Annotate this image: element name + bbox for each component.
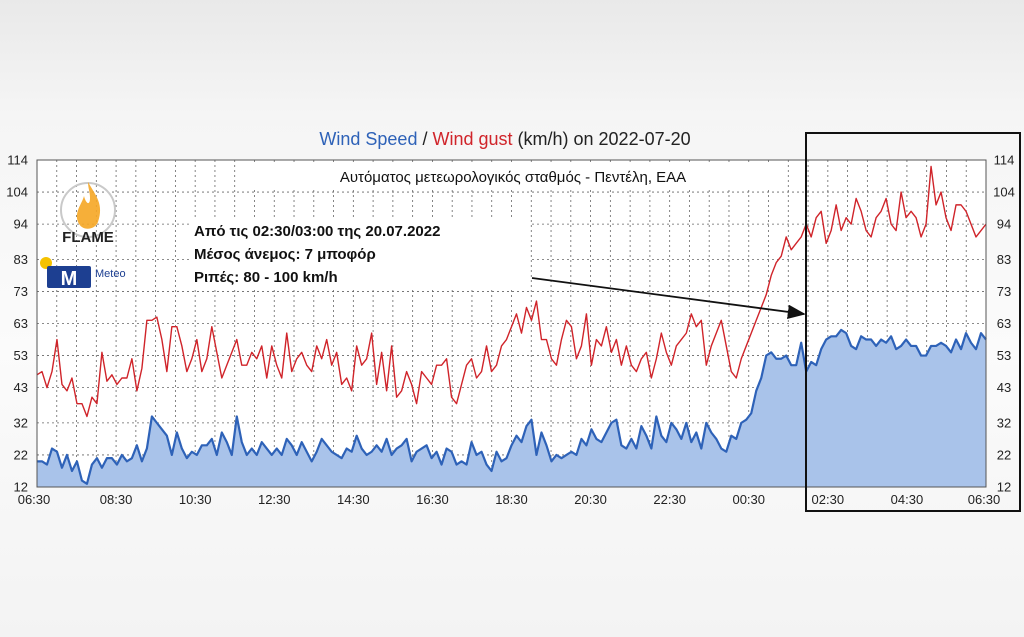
x-tick-label: 06:30	[18, 492, 51, 507]
x-tick-label: 18:30	[495, 492, 528, 507]
y-tick-label-right: 114	[994, 153, 1015, 168]
wind-speed-area	[37, 329, 986, 487]
x-tick-label: 04:30	[891, 492, 924, 507]
meteo-logo-m-letter: M	[61, 268, 78, 290]
y-tick-label-left: 94	[14, 217, 28, 232]
wind-gust-line	[36, 165, 987, 418]
y-tick-label-right: 104	[993, 185, 1015, 200]
x-tick-label: 12:30	[258, 492, 291, 507]
y-tick-label-right: 73	[997, 284, 1011, 299]
annotation-line-3: Ριπές: 80 - 100 km/h	[194, 269, 338, 286]
y-axis-right: 12 22 32 43 53 63 73 83 94 104 114	[993, 153, 1015, 495]
flame-logo-flame-icon	[76, 182, 101, 229]
annotation-line-2: Μέσος άνεμος: 7 μποφόρ	[194, 246, 376, 263]
y-tick-label-left: 43	[14, 380, 28, 395]
meteo-logo-m-block	[47, 266, 91, 288]
y-tick-label-left: 32	[14, 415, 28, 430]
y-tick-label-left: 104	[6, 185, 28, 200]
x-tick-label: 20:30	[574, 492, 607, 507]
subtitle-backing	[245, 164, 785, 190]
y-tick-label-right: 32	[997, 415, 1011, 430]
y-tick-label-right: 43	[997, 380, 1011, 395]
title-units-date: (km/h) on 2022-07-20	[513, 129, 691, 149]
annotation-arrow	[531, 277, 806, 320]
y-tick-label-right: 63	[997, 316, 1011, 331]
y-tick-label-right: 12	[997, 480, 1011, 495]
series-layer	[36, 165, 987, 487]
title-wind-gust: Wind gust	[432, 129, 512, 149]
meteo-logo-text: Meteo	[95, 268, 126, 280]
y-tick-label-right: 53	[997, 348, 1011, 363]
x-tick-label: 14:30	[337, 492, 370, 507]
title-separator: /	[417, 129, 432, 149]
chart-subtitle: Αυτόματος μετεωρολογικός σταθμός - Πεντέ…	[340, 169, 686, 186]
y-tick-label-left: 83	[14, 252, 28, 267]
wind-speed-line	[37, 328, 987, 485]
y-tick-label-left: 12	[14, 480, 28, 495]
y-tick-label-left: 114	[7, 153, 28, 168]
chart-title: Wind Speed / Wind gust (km/h) on 2022-07…	[319, 129, 690, 149]
y-axis-left: 12 22 32 43 53 63 73 83 94 104 114	[6, 153, 28, 495]
annotation-backing	[190, 218, 530, 288]
x-tick-label: 16:30	[416, 492, 449, 507]
y-tick-label-left: 22	[14, 447, 28, 462]
x-tick-label: 02:30	[812, 492, 845, 507]
title-wind-speed: Wind Speed	[319, 129, 417, 149]
y-tick-label-right: 22	[997, 447, 1011, 462]
x-axis: 06:30 08:30 10:30 12:30 14:30 16:30 18:30 20:30…	[18, 492, 1001, 507]
x-tick-label: 08:30	[100, 492, 133, 507]
x-tick-label: 10:30	[179, 492, 212, 507]
highlight-box	[805, 132, 1021, 512]
flame-logo-text: FLAME	[62, 229, 114, 246]
plot-border	[36, 159, 987, 488]
y-tick-label-right: 83	[997, 252, 1011, 267]
flame-logo-ring	[60, 182, 116, 238]
x-tick-label: 06:30	[968, 492, 1001, 507]
y-tick-label-right: 94	[997, 217, 1011, 232]
x-tick-label: 00:30	[732, 492, 765, 507]
y-tick-label-left: 73	[14, 284, 28, 299]
annotation-line-1: Από τις 02:30/03:00 της 20.07.2022	[194, 223, 440, 240]
meteo-logo: M Meteo	[40, 257, 126, 290]
flame-logo: FLAME	[60, 182, 116, 246]
x-tick-label: 22:30	[653, 492, 686, 507]
y-tick-label-left: 53	[14, 348, 28, 363]
y-tick-label-left: 63	[14, 316, 28, 331]
